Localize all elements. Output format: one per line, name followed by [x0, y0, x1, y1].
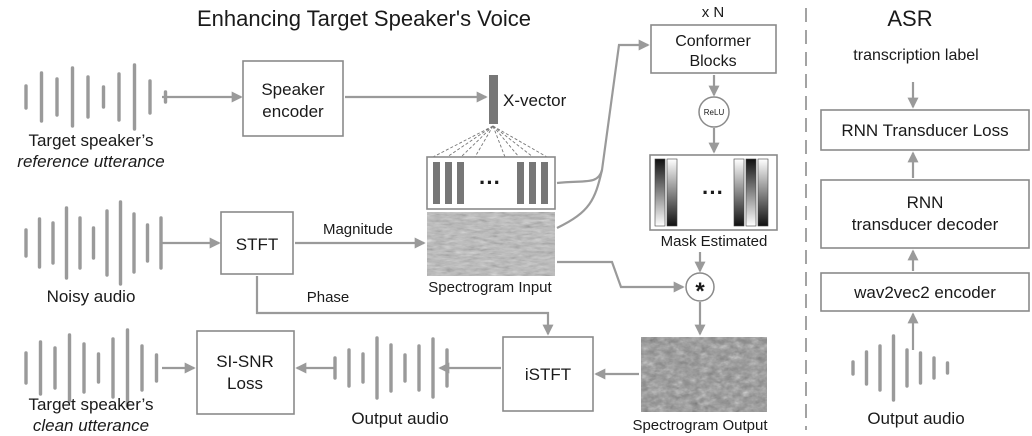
si-snr-line2: Loss — [227, 374, 263, 393]
stft-box — [220, 211, 294, 275]
asr-title: ASR — [887, 6, 932, 31]
stft-label: STFT — [236, 235, 279, 254]
rnnt-loss-box — [820, 109, 1030, 151]
asr-output-waveform-icon — [851, 334, 950, 402]
main-title: Enhancing Target Speaker's Voice — [197, 6, 531, 31]
mask-estimated-label: Mask Estimated — [661, 233, 768, 250]
tiled-bar — [529, 162, 536, 204]
multiply-symbol: * — [695, 278, 705, 305]
tiled-bar — [433, 162, 440, 204]
mask-bar — [757, 158, 769, 227]
rnnt-decoder-box — [820, 179, 1030, 249]
mask-bar — [745, 158, 757, 227]
wav2vec2-encoder-label: wav2vec2 encoder — [853, 283, 996, 302]
speaker-encoder-line2: encoder — [262, 102, 324, 121]
arrow-spectrogram-to-conformer — [556, 169, 604, 229]
conformer-blocks-box — [650, 24, 777, 74]
broadcast-line — [492, 125, 534, 158]
noisy-waveform-icon — [24, 200, 163, 286]
tiled-bar — [445, 162, 452, 204]
si-snr-line1: SI-SNR — [216, 352, 274, 371]
mask-bars — [654, 158, 769, 227]
x-vector-label: X-vector — [503, 91, 567, 110]
noisy-caption: Noisy audio — [47, 287, 136, 306]
wav2vec2-encoder-box — [820, 272, 1030, 312]
mask-bar — [666, 158, 678, 227]
broadcast-line — [446, 125, 494, 158]
broadcast-line — [492, 125, 520, 158]
si-snr-loss-box — [196, 330, 295, 415]
relu-label: ReLU — [704, 108, 725, 117]
clean-caption-line1: Target speaker’s — [28, 395, 153, 414]
asr-output-audio-caption: Output audio — [867, 409, 964, 428]
conformer-line2: Blocks — [689, 53, 736, 70]
arrow-xvector-to-conformer — [556, 39, 650, 185]
broadcast-line — [492, 125, 506, 158]
tiled-bar — [457, 162, 464, 204]
tiled-bar — [517, 162, 524, 204]
broadcast-line — [474, 125, 494, 158]
rnnt-decoder-line1: RNN — [907, 193, 944, 212]
spectrogram-input-label: Spectrogram Input — [428, 279, 552, 296]
mask-bar — [733, 158, 745, 227]
clean-caption-line2: clean utterance — [33, 416, 149, 435]
transcription-label: transcription label — [853, 47, 978, 64]
mask-bar — [654, 158, 666, 227]
repeat-count-label: x N — [702, 4, 725, 21]
spectrogram-input-texture — [427, 212, 555, 276]
rnnt-decoder-line2: transducer decoder — [852, 215, 999, 234]
reference-waveform-icon — [24, 63, 168, 131]
x-vector-broadcast-lines — [432, 125, 548, 158]
mask-ellipsis: ··· — [702, 180, 724, 205]
tiled-ellipsis: ··· — [479, 170, 501, 195]
speaker-encoder-box — [242, 60, 344, 137]
spectrogram-output-label: Spectrogram Output — [632, 417, 768, 434]
speaker-encoder-line1: Speaker — [261, 80, 325, 99]
istft-box — [502, 336, 594, 412]
arrow-phase-to-istft — [255, 276, 554, 336]
rnnt-loss-label: RNN Transducer Loss — [841, 121, 1008, 140]
output-waveform-icon — [333, 336, 449, 400]
relu-node — [698, 96, 730, 128]
istft-label: iSTFT — [525, 365, 571, 384]
reference-caption-line1: Target speaker’s — [28, 131, 153, 150]
reference-caption-line2: reference utterance — [17, 152, 164, 171]
magnitude-label: Magnitude — [323, 221, 393, 238]
broadcast-line — [492, 125, 548, 158]
output-audio-caption: Output audio — [351, 409, 448, 428]
spectrogram-output-texture — [641, 337, 767, 412]
broadcast-line — [432, 125, 494, 158]
phase-label: Phase — [307, 289, 350, 306]
multiply-node — [685, 272, 715, 302]
broadcast-line — [460, 125, 494, 158]
tiled-x-vector-bars — [433, 162, 548, 204]
clean-waveform-icon — [24, 328, 159, 408]
x-vector-bar — [489, 75, 498, 124]
conformer-line1: Conformer — [675, 33, 751, 50]
tiled-bar — [541, 162, 548, 204]
arrow-spectrogram-to-multiply — [557, 260, 685, 293]
